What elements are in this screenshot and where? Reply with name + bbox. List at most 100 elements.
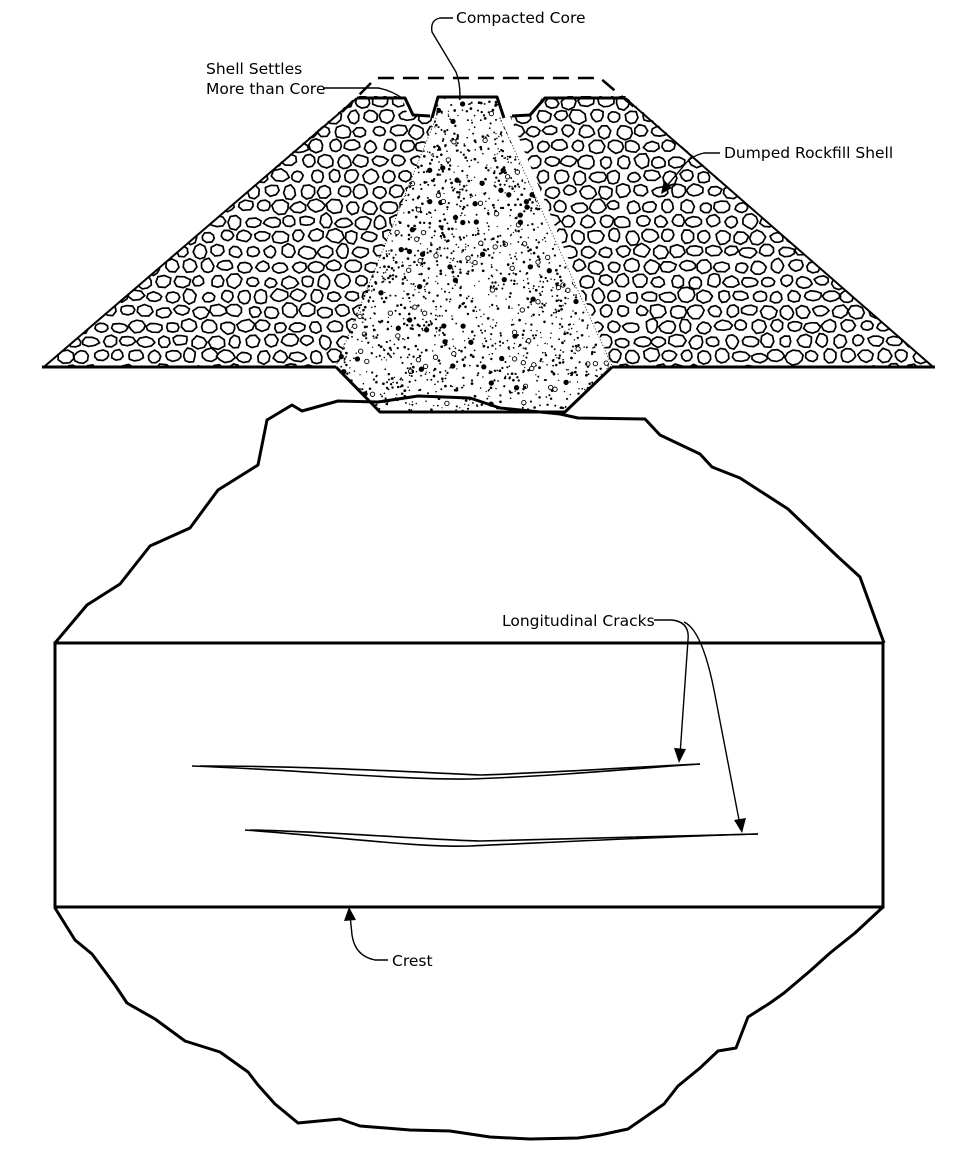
rock-particle <box>813 123 829 137</box>
rock-particle <box>712 261 731 273</box>
core-stipple-dot <box>585 370 588 373</box>
rock-particle <box>752 290 768 303</box>
core-stipple-dot <box>479 309 481 311</box>
rock-particle <box>93 136 109 154</box>
core-stipple-dot <box>543 134 546 138</box>
rock-particle <box>165 291 181 304</box>
core-stipple-dot <box>401 120 404 123</box>
rock-particle <box>200 137 218 154</box>
rock-particle <box>333 272 352 290</box>
rock-particle <box>83 124 99 138</box>
core-stipple-dot <box>411 209 414 212</box>
rock-particle <box>59 260 74 274</box>
core-stipple-dot <box>388 250 390 252</box>
core-stipple-dot <box>464 248 467 251</box>
core-stipple-dot <box>487 147 490 150</box>
core-stipple-dot <box>530 315 533 318</box>
core-stipple-dot <box>508 365 511 368</box>
core-stipple-dot <box>489 325 492 327</box>
rock-particle <box>758 125 776 139</box>
rock-particle <box>73 111 89 125</box>
rock-particle <box>571 139 585 153</box>
rock-particle <box>695 321 713 335</box>
core-stipple-dot <box>512 231 515 234</box>
rock-particle <box>165 108 181 124</box>
core-stipple-dot <box>581 387 584 390</box>
rock-particle <box>126 260 145 273</box>
core-stipple-dot <box>455 322 458 325</box>
rock-particle <box>713 319 734 332</box>
core-stipple-dot <box>364 153 368 156</box>
rock-particle <box>255 107 271 123</box>
core-stipple-dot <box>381 275 383 278</box>
rock-particle <box>921 152 932 167</box>
core-stipple-dot <box>522 101 524 103</box>
core-stipple-dot <box>491 256 494 259</box>
rock-particle <box>869 213 884 228</box>
core-stipple-dot <box>439 235 443 238</box>
core-stipple-dot <box>412 294 415 297</box>
core-stipple-dot <box>460 349 463 353</box>
core-stipple-dot <box>520 193 524 197</box>
rock-particle <box>876 202 894 213</box>
rock-particle <box>182 170 199 182</box>
rock-particle <box>733 231 750 246</box>
core-stipple-dot <box>377 148 380 151</box>
rock-particle <box>615 245 632 259</box>
core-stipple-dot <box>479 180 485 186</box>
core-stipple-dot <box>473 246 476 249</box>
core-stipple-dot <box>482 114 486 117</box>
core-stipple-dot <box>467 337 470 340</box>
core-stipple-dot <box>554 308 557 311</box>
rock-particle <box>696 289 714 305</box>
core-stipple-dot <box>568 236 571 240</box>
core-stipple-dot <box>524 322 527 325</box>
core-stipple-dot <box>456 137 459 140</box>
core-stipple-dot <box>535 246 539 249</box>
rock-particle <box>795 304 811 320</box>
core-stipple-dot <box>597 405 600 407</box>
core-stipple-dot <box>526 352 529 355</box>
core-stipple-dot <box>443 192 445 195</box>
rock-particle <box>253 288 268 305</box>
core-stipple-dot <box>349 197 352 200</box>
core-stipple-dot <box>377 344 381 347</box>
core-stipple-dot <box>471 195 474 197</box>
rock-particle <box>735 262 749 274</box>
core-stipple-dot <box>537 207 541 211</box>
rock-particle <box>624 349 641 365</box>
core-stipple-dot <box>433 367 437 371</box>
core-stipple-dot <box>572 323 575 326</box>
core-stipple-dot <box>441 139 444 142</box>
core-stipple-dot <box>609 136 610 140</box>
core-stipple-dot <box>555 311 558 314</box>
core-stipple-dot <box>528 258 531 261</box>
core-stipple-dot <box>401 203 403 206</box>
core-stipple-dot <box>552 386 558 392</box>
core-stipple-dot <box>432 374 436 378</box>
core-stipple-dot <box>474 194 477 196</box>
core-stipple-dot <box>523 107 527 110</box>
core-stipple-dot <box>359 311 361 313</box>
rock-particle <box>127 229 143 245</box>
core-stipple-dot <box>530 253 532 255</box>
rock-particle <box>636 368 648 378</box>
rock-particle <box>616 154 631 170</box>
core-stipple-dot <box>435 326 438 330</box>
core-stipple-dot <box>373 135 376 138</box>
rock-particle <box>49 243 64 259</box>
rock-particle <box>208 184 227 200</box>
core-stipple-dot <box>494 348 497 350</box>
core-stipple-dot <box>469 193 473 197</box>
core-stipple-dot <box>381 124 384 127</box>
core-stipple-dot <box>516 183 520 186</box>
rock-particle <box>842 230 857 245</box>
core-stipple-dot <box>614 157 616 159</box>
core-stipple-dot <box>428 162 432 165</box>
core-stipple-dot <box>538 241 541 244</box>
core-stipple-dot <box>522 260 526 264</box>
rock-particle <box>383 138 397 153</box>
core-stipple-dot <box>379 266 382 269</box>
core-stipple-dot <box>356 338 359 341</box>
core-stipple-dot <box>430 378 433 381</box>
